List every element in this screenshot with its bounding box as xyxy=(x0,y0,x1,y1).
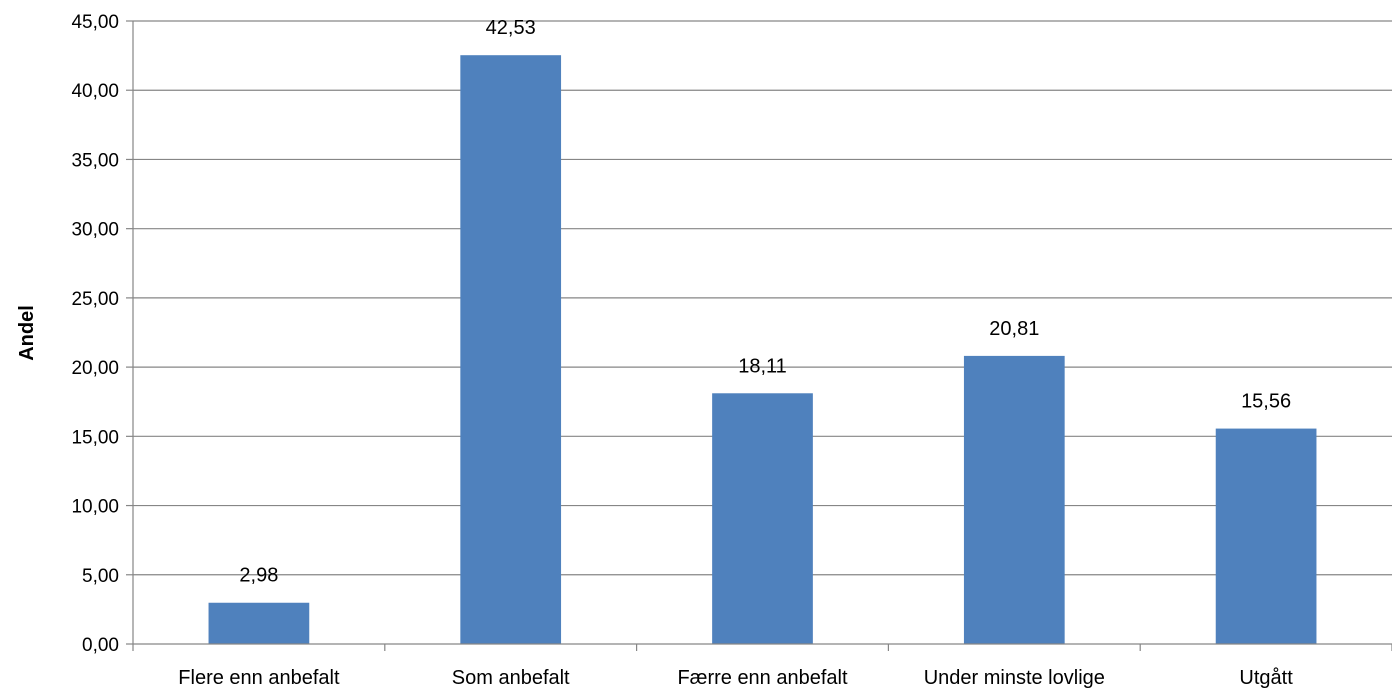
bar xyxy=(712,393,813,644)
gridlines xyxy=(133,20,1392,576)
bar xyxy=(1215,428,1317,644)
data-label: 15,56 xyxy=(1241,391,1291,413)
x-category-label: Flere enn anbefalt xyxy=(178,667,340,689)
x-category-label: Færre enn anbefalt xyxy=(677,667,848,689)
labels: 0,00 5,00 10,00 15,00 20,00 25,00 30,00 35,00 40… xyxy=(71,12,1293,689)
y-tick-label: 20,00 xyxy=(71,358,119,379)
data-label: 2,98 xyxy=(239,565,278,587)
data-label: 20,81 xyxy=(989,318,1039,340)
bar xyxy=(460,55,562,644)
y-tick-label: 15,00 xyxy=(71,427,119,448)
bars xyxy=(208,55,1317,644)
y-tick-label: 40,00 xyxy=(71,81,119,102)
y-tick-label: 35,00 xyxy=(71,150,119,171)
y-tick-label: 5,00 xyxy=(82,566,119,587)
x-category-label: Utgått xyxy=(1239,667,1293,689)
y-tick-label: 0,00 xyxy=(82,635,119,656)
y-tick-label: 25,00 xyxy=(71,289,119,310)
y-tick-label: 30,00 xyxy=(71,220,119,241)
bar xyxy=(208,602,310,644)
bar xyxy=(963,355,1065,644)
y-axis-title: Andel xyxy=(16,305,38,361)
axes xyxy=(126,20,1392,651)
y-tick-label: 45,00 xyxy=(71,12,119,33)
x-category-label: Under minste lovlige xyxy=(924,667,1105,689)
y-tick-label: 10,00 xyxy=(71,497,119,518)
data-label: 42,53 xyxy=(486,17,536,39)
data-label: 18,11 xyxy=(738,355,787,377)
x-category-label: Som anbefalt xyxy=(452,667,570,689)
